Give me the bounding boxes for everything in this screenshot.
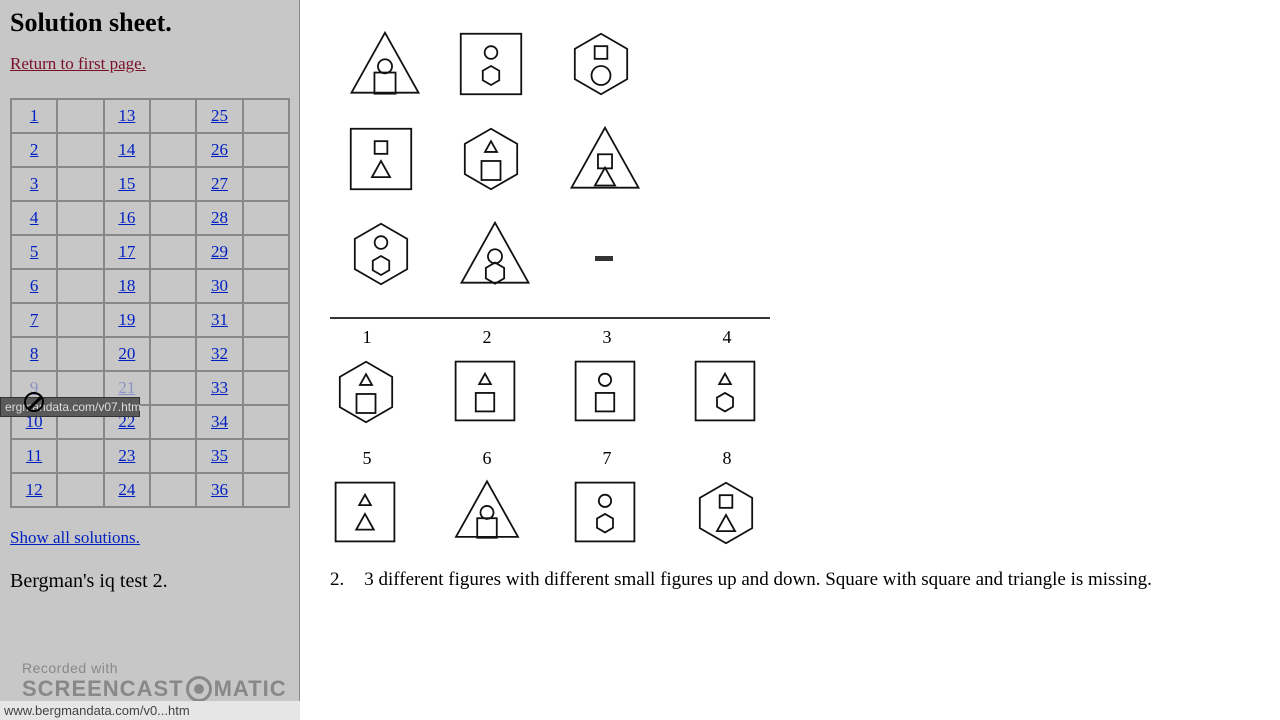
nav-link[interactable]: 29 <box>211 242 228 261</box>
puzzle-cell-1-2 <box>440 20 550 115</box>
nav-link[interactable]: 12 <box>26 480 43 499</box>
puzzle-cell-2-3 <box>550 115 660 210</box>
nav-link[interactable]: 30 <box>211 276 228 295</box>
puzzle-cell-3-1 <box>330 210 440 305</box>
nav-link[interactable]: 35 <box>211 446 228 465</box>
nav-link[interactable]: 11 <box>26 446 42 465</box>
nav-link[interactable]: 21 <box>118 378 135 397</box>
explanation: 2. 3 different figures with different sm… <box>330 569 1250 591</box>
nav-link[interactable]: 33 <box>211 378 228 397</box>
puzzle-cell-1-1 <box>330 20 440 115</box>
answer-fig-3 <box>570 356 644 430</box>
nav-link[interactable]: 18 <box>118 276 135 295</box>
answer-fig-4 <box>690 356 764 430</box>
nav-link[interactable]: 19 <box>118 310 135 329</box>
answer-label: 6 <box>450 448 524 469</box>
nav-link[interactable]: 31 <box>211 310 228 329</box>
nav-link[interactable]: 5 <box>30 242 39 261</box>
puzzle-cell-2-1 <box>330 115 440 210</box>
watermark-o-icon <box>186 676 212 702</box>
nav-link[interactable]: 7 <box>30 310 39 329</box>
nav-link[interactable]: 32 <box>211 344 228 363</box>
nav-link[interactable]: 28 <box>211 208 228 227</box>
watermark: Recorded with SCREENCAST MATIC <box>22 660 287 702</box>
nav-link[interactable]: 15 <box>118 174 135 193</box>
explanation-text: 3 different figures with different small… <box>364 569 1152 591</box>
nav-link[interactable]: 8 <box>30 344 39 363</box>
answer-figures-1 <box>330 356 1250 430</box>
answer-fig-1 <box>330 356 404 430</box>
watermark-line1: Recorded with <box>22 660 287 676</box>
nav-link[interactable]: 27 <box>211 174 228 193</box>
nav-link[interactable]: 16 <box>118 208 135 227</box>
puzzle-cell-3-3 <box>550 210 660 305</box>
answer-label: 3 <box>570 327 644 348</box>
nav-link[interactable]: 24 <box>118 480 135 499</box>
no-drop-cursor-icon <box>24 392 44 412</box>
page-title: Solution sheet. <box>10 8 289 38</box>
divider <box>330 317 770 319</box>
nav-link[interactable]: 34 <box>211 412 228 431</box>
nav-link[interactable]: 17 <box>118 242 135 261</box>
main-content: 1 2 3 4 5 6 7 8 2. 3 different figures w… <box>300 0 1280 720</box>
answer-label: 7 <box>570 448 644 469</box>
explanation-number: 2. <box>330 569 344 591</box>
nav-link[interactable]: 36 <box>211 480 228 499</box>
puzzle-cell-2-2 <box>440 115 550 210</box>
nav-link[interactable]: 6 <box>30 276 39 295</box>
nav-link[interactable]: 3 <box>30 174 39 193</box>
answer-labels-1: 1 2 3 4 <box>330 327 1250 348</box>
answer-labels-2: 5 6 7 8 <box>330 448 1250 469</box>
nav-link[interactable]: 20 <box>118 344 135 363</box>
nav-link[interactable]: 14 <box>118 140 135 159</box>
answer-fig-6 <box>450 477 524 551</box>
answer-label: 1 <box>330 327 404 348</box>
answer-label: 4 <box>690 327 764 348</box>
nav-link[interactable]: 4 <box>30 208 39 227</box>
answer-fig-8 <box>690 477 764 551</box>
nav-link[interactable]: 1 <box>30 106 39 125</box>
answer-fig-5 <box>330 477 404 551</box>
answer-label: 8 <box>690 448 764 469</box>
return-link[interactable]: Return to first page. <box>10 54 146 73</box>
nav-table: 1 13 25 2 14 26 3 15 27 4 16 28 5 17 29 6 18 30 7 19 31 8 20 32… <box>10 98 290 508</box>
answer-fig-2 <box>450 356 524 430</box>
answer-label: 2 <box>450 327 524 348</box>
url-tooltip: ergmandata.com/v07.htm <box>0 397 140 417</box>
answer-label: 5 <box>330 448 404 469</box>
nav-link[interactable]: 23 <box>118 446 135 465</box>
nav-link[interactable]: 2 <box>30 140 39 159</box>
nav-link[interactable]: 25 <box>211 106 228 125</box>
answer-figures-2 <box>330 477 1250 551</box>
puzzle-cell-3-2 <box>440 210 550 305</box>
nav-link[interactable]: 26 <box>211 140 228 159</box>
puzzle-cell-1-3 <box>550 20 660 115</box>
show-all-link[interactable]: Show all solutions. <box>10 528 140 547</box>
puzzle-grid <box>330 20 1250 305</box>
watermark-line2: SCREENCAST MATIC <box>22 676 287 702</box>
nav-link[interactable]: 13 <box>118 106 135 125</box>
sidebar: Solution sheet. Return to first page. 11… <box>0 0 300 720</box>
answer-fig-7 <box>570 477 644 551</box>
test-name: Bergman's iq test 2. <box>10 570 289 593</box>
